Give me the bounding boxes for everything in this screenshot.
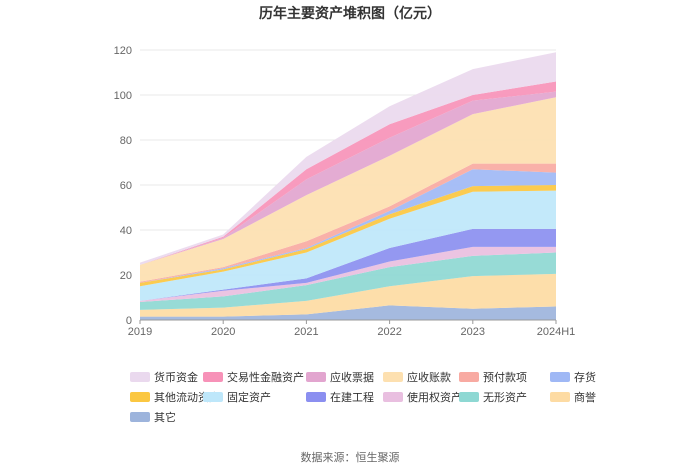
area-series-7	[140, 185, 556, 287]
legend-swatch	[203, 392, 223, 402]
area-series-2	[140, 273, 556, 317]
legend-label: 无形资产	[483, 390, 527, 404]
y-tick-label: 0	[126, 315, 132, 327]
y-tick-label: 40	[120, 225, 132, 237]
legend-item: 预付款项	[459, 370, 527, 384]
legend-item: 无形资产	[459, 390, 527, 404]
legend-item: 存货	[550, 370, 596, 384]
legend: 货币资金 交易性金融资产 应收票据 应收账款 预付款项 存货其他流动资产 固定资产 在建工程使…	[130, 370, 596, 424]
legend-label: 预付款项	[483, 370, 527, 384]
y-tick-label: 120	[114, 45, 132, 57]
legend-swatch	[203, 372, 223, 382]
axis-layer: 0 20 40 60 80 100 120 2019 2020 2021 2022 2023 2024H…	[114, 45, 576, 338]
legend-label: 货币资金	[154, 370, 198, 384]
area-layer	[140, 52, 556, 320]
legend-item: 应收账款	[383, 370, 451, 384]
legend-swatch	[550, 372, 570, 382]
legend-label: 应收票据	[330, 370, 374, 384]
legend-label: 商誉	[574, 390, 596, 404]
x-tick-label: 2021	[294, 326, 318, 338]
legend-label: 存货	[574, 370, 596, 384]
legend-label: 固定资产	[227, 390, 271, 404]
x-tick-label: 2024H1	[537, 326, 576, 338]
legend-item: 货币资金	[130, 370, 198, 384]
legend-label: 应收账款	[407, 370, 451, 384]
area-series-13	[140, 52, 556, 265]
legend-swatch	[306, 392, 326, 402]
y-tick-label: 20	[120, 270, 132, 282]
legend-swatch	[459, 392, 479, 402]
area-series-8	[140, 169, 556, 283]
legend-item: 交易性金融资产	[203, 370, 304, 384]
legend-label: 交易性金融资产	[227, 370, 304, 384]
y-tick-label: 60	[120, 180, 132, 192]
legend-swatch	[383, 392, 403, 402]
area-series-10	[140, 97, 556, 282]
legend-swatch	[130, 392, 150, 402]
source-note: 数据来源：恒生聚源	[301, 450, 400, 464]
legend-swatch	[383, 372, 403, 382]
legend-item: 使用权资产	[383, 390, 462, 404]
chart-title: 历年主要资产堆积图（亿元）	[259, 5, 441, 21]
legend-item: 其它	[130, 410, 176, 424]
area-series-5	[140, 228, 556, 301]
x-tick-label: 2020	[211, 326, 235, 338]
legend-swatch	[306, 372, 326, 382]
legend-label: 在建工程	[330, 390, 374, 404]
legend-item: 应收票据	[306, 370, 374, 384]
legend-item: 商誉	[550, 390, 596, 404]
area-series-6	[140, 190, 556, 301]
legend-swatch	[130, 412, 150, 422]
y-tick-label: 80	[120, 135, 132, 147]
area-series-4	[140, 246, 556, 302]
legend-swatch	[130, 372, 150, 382]
legend-item: 在建工程	[306, 390, 374, 404]
legend-item: 固定资产	[203, 390, 271, 404]
y-tick-label: 100	[114, 90, 132, 102]
legend-label: 使用权资产	[407, 390, 462, 404]
area-series-1	[140, 305, 556, 320]
legend-label: 其它	[154, 410, 176, 424]
x-tick-label: 2023	[461, 326, 485, 338]
x-tick-label: 2022	[377, 326, 401, 338]
legend-swatch	[459, 372, 479, 382]
x-tick-label: 2019	[128, 326, 152, 338]
legend-swatch	[550, 392, 570, 402]
area-series-3	[140, 252, 556, 310]
